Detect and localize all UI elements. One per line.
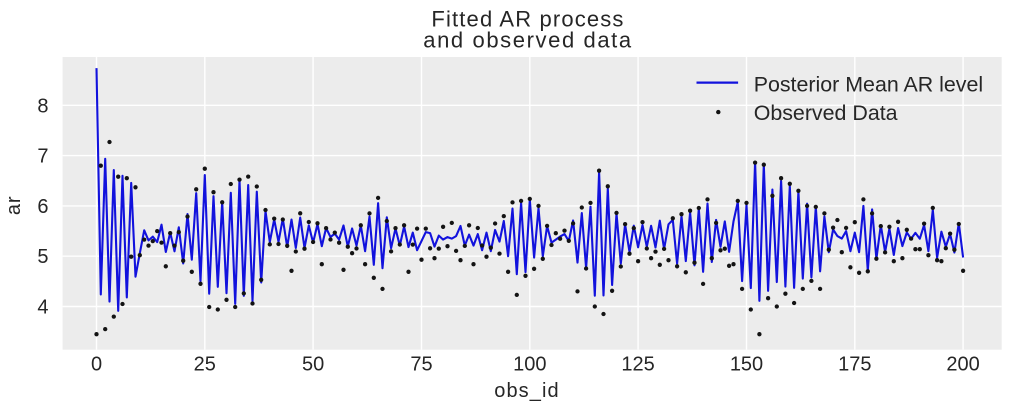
svg-text:100: 100 xyxy=(513,354,546,376)
svg-text:Posterior Mean AR level: Posterior Mean AR level xyxy=(754,72,983,96)
svg-text:Observed Data: Observed Data xyxy=(754,101,898,125)
svg-text:8: 8 xyxy=(37,95,48,117)
svg-text:125: 125 xyxy=(621,354,654,376)
svg-text:Fitted AR process: Fitted AR process xyxy=(431,7,624,32)
svg-text:0: 0 xyxy=(91,354,102,376)
svg-text:and observed data: and observed data xyxy=(423,27,632,52)
svg-text:ar: ar xyxy=(3,196,25,215)
svg-text:6: 6 xyxy=(37,196,48,218)
svg-text:150: 150 xyxy=(730,354,763,376)
svg-text:25: 25 xyxy=(194,354,216,376)
svg-text:5: 5 xyxy=(37,246,48,268)
svg-text:4: 4 xyxy=(37,297,48,319)
svg-text:obs_id: obs_id xyxy=(494,380,560,402)
svg-text:175: 175 xyxy=(838,354,871,376)
svg-text:7: 7 xyxy=(37,146,48,168)
svg-text:50: 50 xyxy=(302,354,324,376)
svg-text:200: 200 xyxy=(946,354,979,376)
svg-text:75: 75 xyxy=(410,354,432,376)
